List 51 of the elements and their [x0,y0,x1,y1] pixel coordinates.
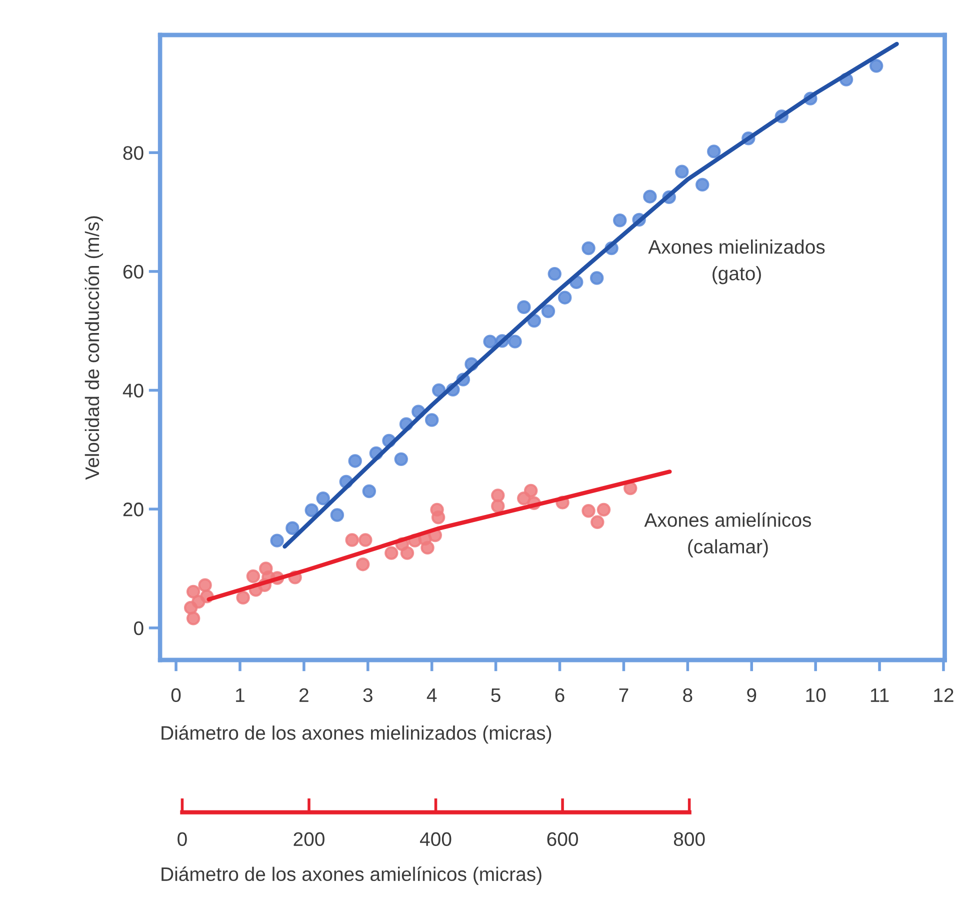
x-tick-label: 3 [363,688,372,702]
y-tick-label: 20 [123,502,144,516]
point [590,271,604,285]
x-axis-title: Diámetro de los axones mielinizados (micras) [162,725,552,744]
point [869,59,884,73]
x-tick-label: 6 [555,688,564,702]
y-tick-label: 60 [123,264,144,279]
x2-tick-label: 600 [547,832,578,846]
point [613,214,627,228]
y-tick-label: 80 [123,146,144,160]
series-label: Axones amielínicos (calamar) [644,512,812,558]
point [696,178,710,192]
point [508,334,522,348]
x-tick-label: 11 [870,688,889,702]
point [424,413,439,427]
point [558,290,572,304]
x-tick-label: 9 [747,688,756,702]
point [362,484,376,498]
point [316,492,330,506]
point [541,304,556,318]
x-tick-label: 1 [236,688,244,702]
x-tick-label: 5 [491,688,500,702]
x-tick-label: 4 [426,688,437,702]
y-axis-title: Velocidad de conducción (m/s) [84,216,103,480]
point [286,521,300,535]
point [270,534,284,548]
point [707,144,721,158]
point [483,334,497,348]
point [643,190,657,204]
x-tick-label: 7 [619,688,628,702]
x-tick-label: 8 [683,688,692,702]
x-tick-label: 12 [934,688,954,702]
point [675,164,689,178]
x2-axis-title: Diámetro de los axones amielínicos (micras) [162,866,542,885]
point [517,300,531,314]
x2-tick-label: 800 [674,832,705,846]
x-tick-label: 10 [806,688,826,702]
x-tick-label: 0 [171,688,181,702]
point [348,454,362,468]
x2-tick-label: 200 [294,832,324,846]
point [330,508,344,522]
x2-tick-label: 400 [420,832,452,846]
x2-tick-label: 0 [178,832,187,846]
point [394,452,408,466]
point [304,503,318,518]
y-tick-label: 40 [122,384,144,398]
point [582,241,596,256]
point [548,266,562,281]
x-tick-label: 2 [300,688,308,702]
y-tick-label: 0 [134,621,144,636]
series-label: Axones mielinizados (gato) [648,240,825,284]
